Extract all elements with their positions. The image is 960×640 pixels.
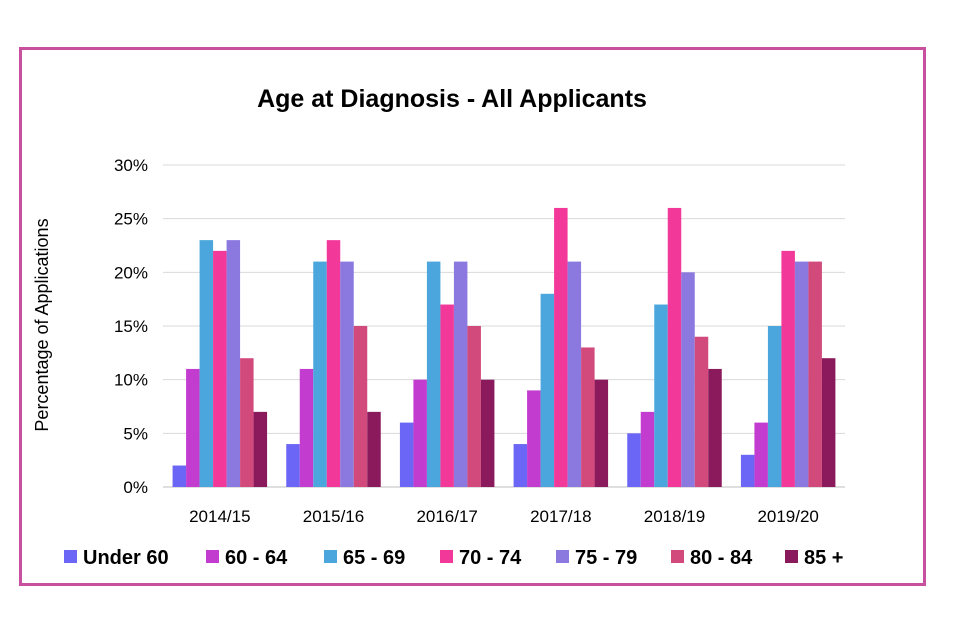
x-tick-label: 2019/20 — [757, 507, 818, 526]
bar — [740, 454, 755, 487]
bar — [199, 240, 214, 487]
bar — [667, 207, 682, 487]
bar — [654, 304, 668, 487]
bar — [767, 326, 782, 487]
bar — [326, 240, 341, 487]
bar — [513, 444, 528, 487]
chart-frame — [19, 47, 926, 586]
x-tick-label: 2014/15 — [189, 507, 250, 526]
y-tick-layer: 0% 5% 10% 15% 20% 25% 30% — [114, 156, 148, 497]
legend-swatch — [671, 550, 684, 563]
bar — [581, 347, 595, 487]
legend-swatch — [440, 550, 453, 563]
bar — [821, 358, 836, 487]
bar — [640, 411, 655, 487]
x-tick-label: 2016/17 — [416, 507, 477, 526]
x-tick-label: 2018/19 — [644, 507, 705, 526]
bar — [413, 379, 427, 487]
y-tick-label: 5% — [123, 424, 148, 443]
bar — [694, 336, 709, 487]
bar — [172, 465, 187, 487]
x-tick-layer: 2014/15 2015/16 2016/17 2017/18 2018/19 2019/… — [189, 507, 819, 526]
bar — [186, 368, 200, 487]
bar — [627, 433, 641, 487]
bar — [681, 272, 695, 487]
bar — [467, 326, 481, 487]
legend-swatch — [785, 550, 798, 563]
bar — [226, 240, 241, 487]
bar — [426, 261, 441, 487]
bar — [367, 411, 381, 487]
legend-label: 60 - 64 — [225, 547, 288, 569]
y-tick-label: 25% — [114, 210, 148, 229]
legend-label: 80 - 84 — [690, 547, 753, 569]
bar — [808, 261, 822, 487]
legend-label: 85 + — [804, 547, 843, 569]
bar — [340, 261, 354, 487]
bar — [353, 326, 368, 487]
chart-title: Age at Diagnosis - All Applicants — [257, 85, 647, 113]
legend-swatch — [556, 550, 569, 563]
legend-label: 75 - 79 — [575, 547, 637, 569]
bar — [527, 390, 541, 487]
bar — [754, 422, 768, 487]
bar — [594, 379, 609, 487]
bar — [453, 261, 468, 487]
bar — [440, 304, 454, 487]
x-tick-label: 2017/18 — [530, 507, 591, 526]
bar — [480, 379, 495, 487]
legend-label: 70 - 74 — [459, 547, 522, 569]
bar — [554, 207, 568, 487]
bar — [253, 411, 268, 487]
bar — [781, 250, 795, 487]
bar — [286, 444, 300, 487]
bar — [240, 358, 254, 487]
bar — [399, 422, 414, 487]
bar — [540, 293, 555, 487]
legend-swatch — [64, 550, 77, 563]
bar — [299, 368, 314, 487]
y-tick-label: 15% — [114, 317, 148, 336]
bar — [313, 261, 327, 487]
grid-layer — [163, 164, 845, 488]
bar — [794, 261, 809, 487]
x-tick-label: 2015/16 — [303, 507, 364, 526]
bar — [567, 261, 582, 487]
y-axis-label: Percentage of Applications — [32, 218, 52, 431]
bar — [708, 368, 722, 487]
bar — [213, 250, 227, 487]
y-tick-label: 10% — [114, 371, 148, 390]
y-tick-label: 0% — [123, 478, 148, 497]
y-tick-label: 20% — [114, 263, 148, 282]
bar-layer — [172, 207, 836, 487]
legend-swatch — [324, 550, 337, 563]
legend-swatch — [206, 550, 219, 563]
y-tick-label: 30% — [114, 156, 148, 175]
legend-label: 65 - 69 — [343, 547, 405, 569]
legend: Under 60 60 - 64 65 - 69 70 - 74 75 - 79 80 -… — [64, 547, 843, 569]
legend-label: Under 60 — [83, 547, 169, 569]
